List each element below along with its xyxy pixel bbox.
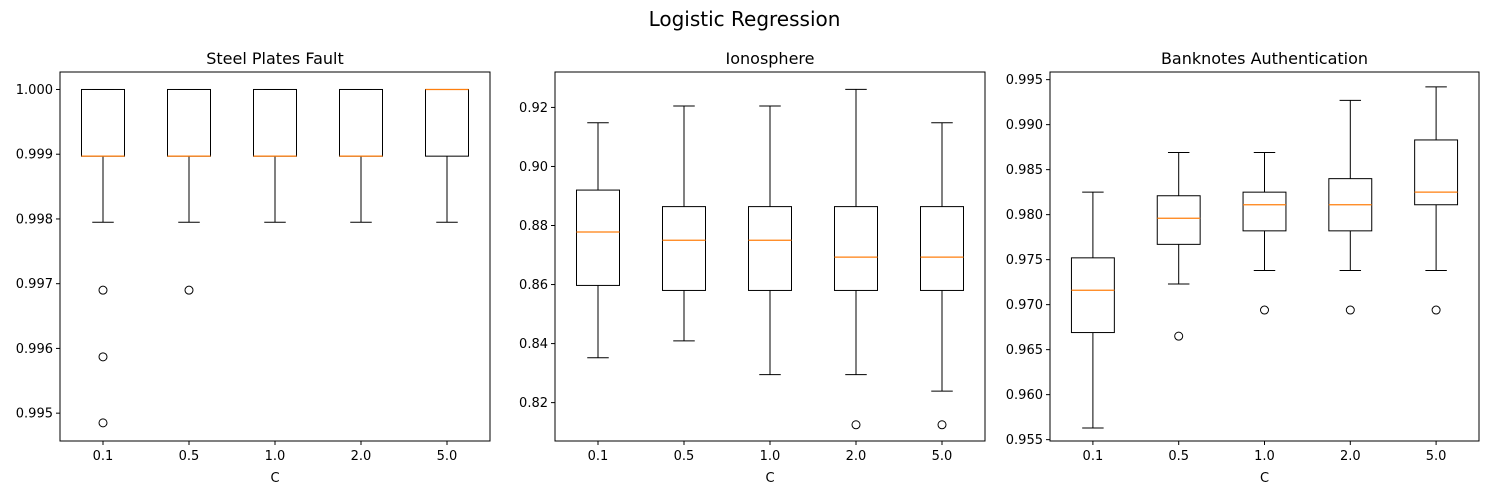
subplot-title: Banknotes Authentication [1161, 49, 1368, 68]
outlier-point [98, 352, 108, 362]
box-0.5 [662, 105, 706, 342]
y-tick-label: 0.84 [519, 337, 548, 352]
y-tick-label: 0.998 [16, 212, 53, 227]
x-tick-label: 1.0 [1254, 449, 1275, 464]
box-0.1 [1070, 191, 1115, 429]
x-axis-label: C [270, 471, 279, 486]
y-tick-label: 0.980 [1006, 208, 1043, 223]
outlier-point [851, 420, 861, 430]
x-tick-label: 5.0 [932, 449, 953, 464]
y-tick-label: 0.82 [519, 396, 548, 411]
y-tick-label: 0.90 [519, 160, 548, 175]
x-tick-label: 5.0 [437, 449, 458, 464]
y-tick-label: 0.970 [1006, 298, 1043, 313]
outlier-point [1260, 305, 1269, 315]
x-axis-label: C [1260, 471, 1269, 486]
x-tick-label: 1.0 [265, 449, 286, 464]
box-5.0 [1414, 86, 1459, 315]
y-tick-label: 0.86 [519, 278, 548, 293]
outlier-point [1174, 331, 1184, 341]
box-5.0 [920, 122, 964, 430]
x-tick-label: 2.0 [846, 449, 867, 464]
x-tick-label: 0.1 [93, 449, 114, 464]
outlier-point [184, 285, 194, 295]
box-2.0 [1328, 99, 1373, 315]
y-tick-label: 0.996 [16, 342, 53, 357]
y-tick-label: 0.88 [519, 219, 548, 234]
axes-frame [554, 71, 986, 442]
subplot-title: Steel Plates Fault [206, 49, 343, 68]
box-2.0 [834, 88, 878, 430]
box-2.0 [339, 88, 383, 223]
y-tick-label: 0.975 [1006, 253, 1043, 268]
box-0.5 [167, 88, 211, 295]
box-body [662, 206, 706, 291]
y-tick-label: 0.960 [1006, 388, 1043, 403]
box-body [1414, 139, 1459, 206]
outlier-point [98, 418, 108, 428]
axes-frame [1049, 71, 1480, 442]
axes-frame [59, 71, 491, 442]
y-tick-label: 0.997 [16, 277, 53, 292]
x-tick-label: 0.1 [1083, 449, 1104, 464]
box-body [1242, 191, 1287, 232]
x-tick-label: 1.0 [760, 449, 781, 464]
subplot-3: Banknotes Authentication 0.955 0.960 0.965 0… [1006, 49, 1480, 486]
box-1.0 [1242, 152, 1287, 315]
box-0.1 [576, 122, 620, 359]
x-tick-label: 0.1 [588, 449, 609, 464]
box-1.0 [253, 88, 297, 223]
outlier-point [98, 285, 108, 295]
box-body [834, 206, 878, 291]
box-body [920, 206, 964, 291]
y-tick-label: 0.92 [519, 101, 548, 116]
figure-title: Logistic Regression [649, 7, 841, 31]
y-tick-label: 0.995 [1006, 73, 1043, 88]
y-tick-label: 1.000 [16, 83, 53, 98]
y-tick-label: 0.995 [16, 407, 53, 422]
box-body [748, 206, 792, 291]
box-0.1 [81, 88, 125, 428]
box-body [1070, 257, 1115, 334]
y-tick-label: 0.990 [1006, 118, 1043, 133]
subplot-2: Ionosphere 0.82 0.84 0.86 0.88 0.90 0.92 0.1 0.5… [519, 49, 986, 486]
subplot-title: Ionosphere [726, 49, 815, 68]
x-tick-label: 2.0 [1340, 449, 1361, 464]
box-body [576, 189, 620, 286]
x-axis-label: C [765, 471, 774, 486]
y-tick-label: 0.965 [1006, 343, 1043, 358]
box-body [1156, 195, 1201, 245]
outlier-point [1345, 305, 1355, 315]
subplots: Steel Plates Fault 0.995 0.996 0.997 0.998 0.… [16, 49, 1480, 486]
x-tick-label: 5.0 [1426, 449, 1447, 464]
box-5.0 [425, 88, 469, 223]
x-tick-label: 0.5 [674, 449, 695, 464]
x-tick-label: 0.5 [1168, 449, 1189, 464]
outlier-point [1431, 305, 1441, 315]
box-1.0 [748, 105, 792, 376]
subplot-1: Steel Plates Fault 0.995 0.996 0.997 0.998 0.… [16, 49, 491, 486]
y-tick-label: 0.999 [16, 148, 53, 163]
y-tick-label: 0.955 [1006, 433, 1043, 448]
x-tick-label: 2.0 [351, 449, 372, 464]
x-tick-label: 0.5 [179, 449, 200, 464]
outlier-point [937, 420, 947, 430]
box-0.5 [1156, 152, 1201, 341]
y-tick-label: 0.985 [1006, 163, 1043, 178]
